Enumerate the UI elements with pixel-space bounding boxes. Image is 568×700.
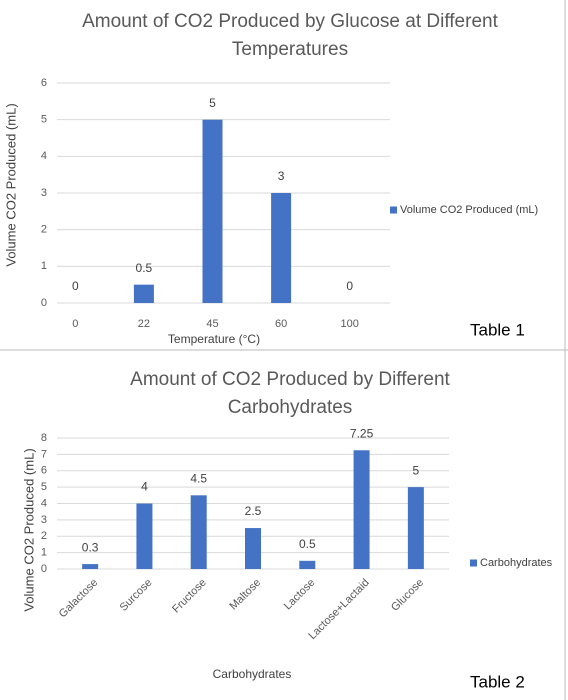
legend-swatch (470, 559, 477, 567)
bar (82, 564, 99, 569)
y-axis-label: Volume CO2 Produced (mL) (21, 448, 36, 611)
x-tick-label: 45 (206, 318, 218, 330)
y-tick-label: 2 (41, 224, 47, 236)
bar (407, 487, 424, 569)
x-tick-label: 0 (72, 318, 78, 330)
x-tick-label: 60 (275, 318, 287, 330)
data-label: 4 (141, 480, 148, 494)
bar (190, 495, 207, 569)
bar (353, 450, 370, 569)
y-tick-label: 6 (41, 465, 47, 477)
y-tick-label: 3 (41, 187, 47, 199)
y-tick-label: 6 (41, 77, 47, 89)
bar (202, 119, 223, 304)
x-tick-label: Galactose (57, 577, 101, 621)
bar (133, 284, 154, 303)
data-label: 0.5 (136, 261, 153, 275)
x-tick-label: Maltose (227, 577, 263, 613)
y-tick-label: 0 (41, 297, 47, 309)
bar (136, 503, 153, 569)
y-tick-label: 4 (41, 150, 47, 162)
data-label: 0.5 (299, 537, 316, 551)
x-tick-label: Fructose (170, 577, 209, 616)
x-axis-label: Temperature (°C) (168, 332, 260, 346)
x-tick-label: 22 (138, 318, 150, 330)
data-label: 2.5 (245, 504, 262, 518)
x-tick-label: Lactose+Lactaid (306, 577, 371, 642)
x-tick-label: Glucose (389, 577, 426, 614)
bar (299, 560, 316, 569)
data-label: 5 (209, 96, 216, 110)
y-tick-label: 8 (41, 432, 47, 444)
y-tick-label: 7 (41, 448, 47, 460)
chart-title: Amount of CO2 Produced by Glucose at Dif… (82, 11, 498, 60)
y-tick-label: 1 (41, 547, 47, 559)
y-tick-label: 5 (41, 114, 47, 126)
y-tick-label: 2 (41, 530, 47, 542)
y-tick-label: 5 (41, 481, 47, 493)
y-tick-label: 4 (41, 497, 47, 509)
x-tick-label: Lactose (282, 577, 318, 613)
y-tick-label: 1 (41, 260, 47, 272)
y-tick-label: 0 (41, 563, 47, 575)
data-label: 7.25 (350, 426, 374, 440)
bar (245, 528, 261, 569)
data-label: 5 (413, 463, 420, 477)
y-tick-label: 3 (41, 514, 47, 526)
legend-label: Volume CO2 Produced (mL) (400, 204, 538, 216)
data-label: 0 (346, 279, 353, 293)
data-label: 0 (72, 279, 79, 293)
y-axis-label: Volume CO2 Produced (mL) (3, 103, 18, 266)
annotation: Table 1 (470, 320, 525, 339)
data-label: 0.3 (82, 540, 99, 554)
bar (271, 193, 292, 303)
x-tick-label: Surcose (118, 577, 155, 614)
legend-label: Carbohydrates (480, 557, 553, 569)
x-tick-label: 100 (341, 318, 359, 330)
chart-title: Amount of CO2 Produced by Different Carb… (130, 369, 450, 418)
annotation: Table 2 (470, 672, 525, 691)
data-label: 4.5 (190, 471, 207, 485)
legend-swatch (390, 206, 397, 214)
data-label: 3 (278, 169, 285, 183)
x-axis-label: Carbohydrates (213, 667, 292, 681)
